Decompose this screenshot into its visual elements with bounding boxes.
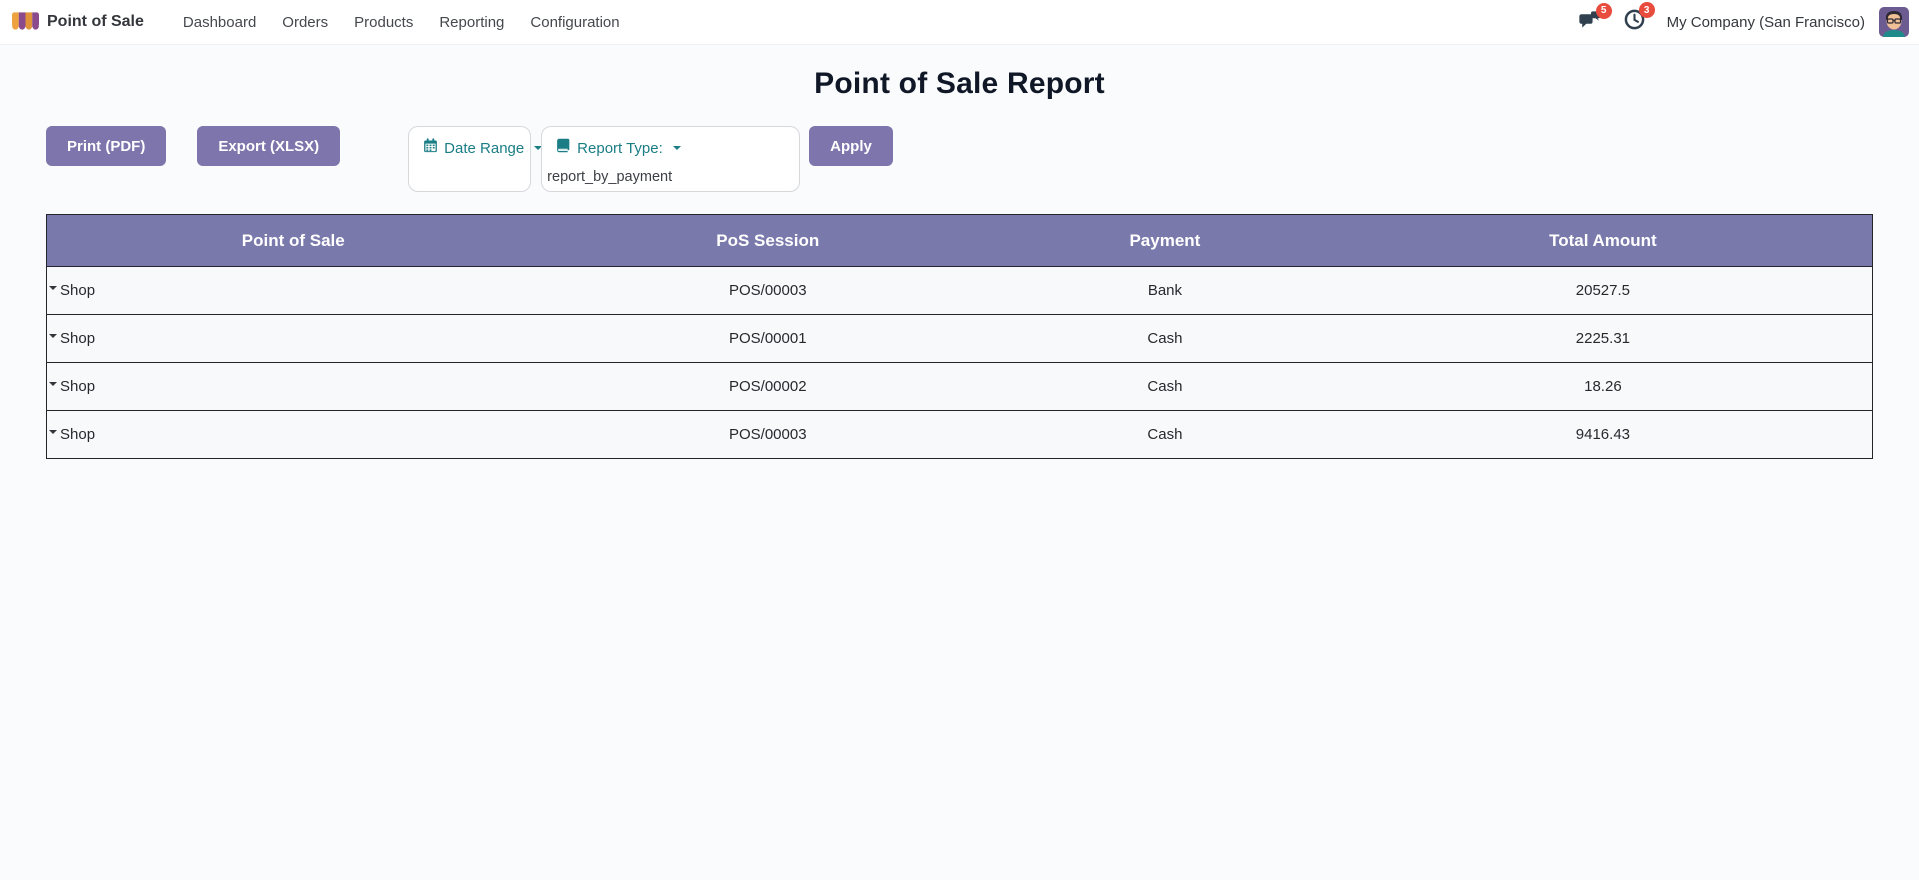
apply-button[interactable]: Apply bbox=[809, 126, 893, 166]
session-cell: POS/00003 bbox=[539, 410, 997, 459]
pos-name: Shop bbox=[60, 330, 96, 347]
pos-name: Shop bbox=[60, 282, 96, 299]
table-row: Shop POS/00002 Cash 18.26 bbox=[46, 362, 1873, 411]
report-type-dropdown[interactable]: Report Type: bbox=[556, 138, 681, 158]
nav-item-dashboard[interactable]: Dashboard bbox=[182, 13, 257, 31]
nav-item-products[interactable]: Products bbox=[354, 13, 414, 31]
table-header-row: Point of Sale PoS Session Payment Total … bbox=[46, 214, 1873, 267]
col-header-pos-session: PoS Session bbox=[539, 214, 997, 267]
pos-group-cell[interactable]: Shop bbox=[46, 410, 540, 459]
table-row: Shop POS/00003 Cash 9416.43 bbox=[46, 410, 1873, 459]
report-page: Point of Sale Report Print (PDF) Export … bbox=[0, 67, 1919, 459]
col-header-point-of-sale: Point of Sale bbox=[46, 214, 540, 267]
total-cell: 20527.5 bbox=[1333, 266, 1873, 315]
activities-badge: 3 bbox=[1638, 2, 1655, 18]
calendar-icon bbox=[423, 138, 438, 158]
book-icon bbox=[556, 138, 571, 158]
pos-group-cell[interactable]: Shop bbox=[46, 314, 540, 363]
pos-group-cell[interactable]: Shop bbox=[46, 362, 540, 411]
pos-name: Shop bbox=[60, 426, 96, 443]
col-header-total-amount: Total Amount bbox=[1333, 214, 1873, 267]
session-cell: POS/00001 bbox=[539, 314, 997, 363]
pos-awning-icon[interactable] bbox=[12, 10, 39, 34]
activities-button[interactable]: 3 bbox=[1624, 2, 1655, 35]
date-range-dropdown[interactable]: Date Range bbox=[423, 138, 543, 158]
total-cell: 2225.31 bbox=[1333, 314, 1873, 363]
pos-group-cell[interactable]: Shop bbox=[46, 266, 540, 315]
session-cell: POS/00002 bbox=[539, 362, 997, 411]
total-cell: 18.26 bbox=[1333, 362, 1873, 411]
top-navbar: Point of Sale Dashboard Orders Products … bbox=[0, 0, 1919, 45]
user-avatar[interactable] bbox=[1879, 7, 1909, 37]
payment-cell: Cash bbox=[996, 410, 1334, 459]
report-type-box: Report Type: report_by_payment bbox=[541, 126, 801, 192]
clock-icon bbox=[1624, 9, 1645, 35]
caret-down-icon bbox=[49, 430, 57, 438]
export-xlsx-button[interactable]: Export (XLSX) bbox=[197, 126, 341, 166]
nav-item-orders[interactable]: Orders bbox=[282, 13, 329, 31]
payment-cell: Cash bbox=[996, 362, 1334, 411]
total-cell: 9416.43 bbox=[1333, 410, 1873, 459]
payment-cell: Cash bbox=[996, 314, 1334, 363]
messages-button[interactable]: 5 bbox=[1578, 2, 1612, 35]
messages-badge: 5 bbox=[1595, 2, 1612, 19]
payment-cell: Bank bbox=[996, 266, 1334, 315]
navbar-right: 5 3 My Company (San Francisco) bbox=[1578, 2, 1909, 37]
report-type-value: report_by_payment bbox=[547, 169, 673, 185]
app-brand[interactable]: Point of Sale bbox=[47, 13, 144, 30]
caret-down-icon bbox=[672, 146, 681, 154]
table-row: Shop POS/00003 Bank 20527.5 bbox=[46, 266, 1873, 315]
caret-down-icon bbox=[49, 382, 57, 390]
caret-down-icon bbox=[534, 146, 543, 154]
date-range-label: Date Range bbox=[444, 139, 525, 157]
navbar-left: Point of Sale Dashboard Orders Products … bbox=[12, 2, 633, 43]
report-type-label: Report Type: bbox=[577, 139, 663, 157]
report-table: Point of Sale PoS Session Payment Total … bbox=[46, 214, 1873, 459]
page-title: Point of Sale Report bbox=[814, 67, 1105, 100]
caret-down-icon bbox=[49, 334, 57, 342]
session-cell: POS/00003 bbox=[539, 266, 997, 315]
table-row: Shop POS/00001 Cash 2225.31 bbox=[46, 314, 1873, 363]
nav-item-reporting[interactable]: Reporting bbox=[439, 13, 505, 31]
nav-item-configuration[interactable]: Configuration bbox=[530, 13, 620, 31]
caret-down-icon bbox=[49, 286, 57, 294]
company-switcher[interactable]: My Company (San Francisco) bbox=[1666, 13, 1865, 31]
report-toolbar: Print (PDF) Export (XLSX) bbox=[0, 126, 1919, 192]
pos-name: Shop bbox=[60, 378, 96, 395]
col-header-payment: Payment bbox=[996, 214, 1334, 267]
date-range-box: Date Range bbox=[408, 126, 543, 192]
print-pdf-button[interactable]: Print (PDF) bbox=[46, 126, 167, 166]
